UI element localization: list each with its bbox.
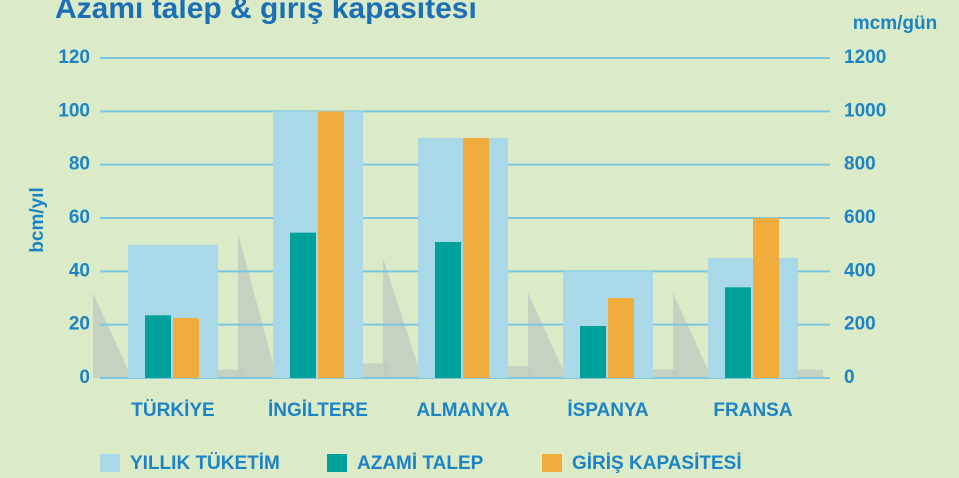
shadow (673, 293, 823, 378)
bar (608, 298, 634, 378)
shadow (238, 233, 388, 378)
y2-tick-label: 1000 (844, 100, 886, 121)
legend-swatch (542, 454, 562, 472)
legend-label: YILLIK TÜKETİM (130, 453, 280, 474)
y2-tick-label: 1200 (844, 47, 886, 68)
bar (435, 242, 461, 378)
y2-tick-label: 200 (844, 314, 876, 335)
shadow (93, 293, 243, 378)
y-tick-label: 80 (69, 154, 90, 175)
bar (318, 111, 344, 378)
bar (463, 138, 489, 378)
legend-label: GİRİŞ KAPASİTESİ (572, 453, 742, 474)
x-tick-label: İNGİLTERE (268, 400, 368, 421)
y-tick-label: 60 (69, 207, 90, 228)
y-tick-label: 40 (69, 260, 90, 281)
y2-tick-label: 400 (844, 260, 876, 281)
bar (145, 315, 171, 378)
legend-swatch (100, 454, 120, 472)
bar (290, 232, 316, 378)
chart-title: Azami talep & giriş kapasitesi (55, 0, 477, 25)
x-tick-label: FRANSA (713, 400, 792, 421)
y-tick-label: 100 (58, 100, 90, 121)
x-tick-label: TÜRKİYE (131, 400, 214, 421)
y-tick-label: 120 (58, 47, 90, 68)
legend-label: AZAMİ TALEP (357, 453, 484, 474)
bar (725, 287, 751, 378)
x-tick-label: İSPANYA (567, 400, 649, 421)
y2-tick-label: 800 (844, 154, 876, 175)
legend-swatch (327, 454, 347, 472)
bar (173, 318, 199, 378)
x-tick-label: ALMANYA (416, 400, 510, 421)
y2-tick-label: 0 (844, 367, 855, 388)
shadow (383, 258, 533, 378)
bar (753, 218, 779, 378)
y-tick-label: 20 (69, 314, 90, 335)
y2-axis-label: mcm/gün (853, 13, 937, 34)
y-tick-label: 0 (79, 367, 90, 388)
y-axis-label: bcm/yıl (27, 187, 48, 252)
bar (580, 326, 606, 378)
y2-tick-label: 600 (844, 207, 876, 228)
shadow (528, 293, 678, 378)
